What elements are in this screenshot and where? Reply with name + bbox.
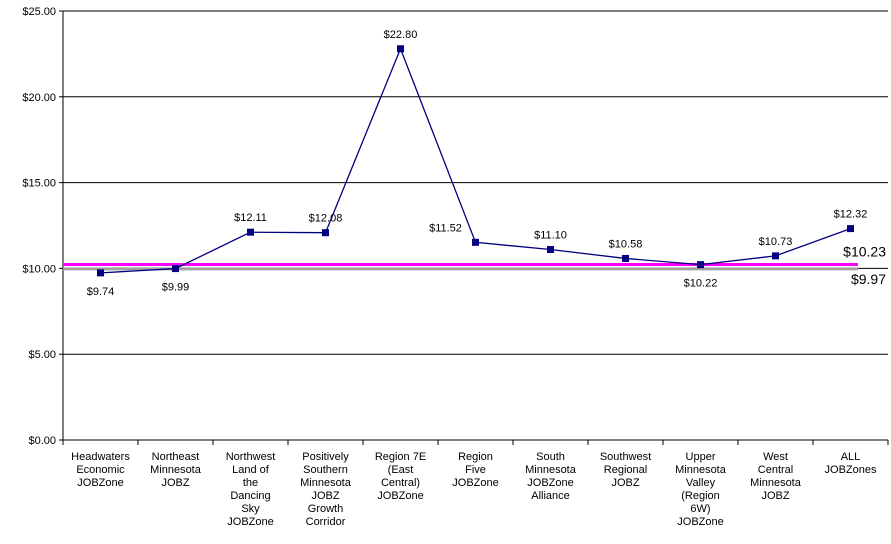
x-category-label: South Minnesota JOBZone Alliance: [525, 451, 577, 502]
y-tick-label: $15.00: [22, 178, 56, 190]
y-axis: $0.00 $5.00 $10.00 $15.00 $20.00 $25.00: [22, 6, 64, 447]
data-point: [772, 252, 779, 260]
data-labels: $10.23 $9.97 $9.74 $9.99 $12.11 $12.08 $22.80 $…: [87, 29, 886, 298]
x-category-label: Headwaters Economic JOBZone: [71, 451, 130, 489]
data-point: [847, 225, 854, 233]
y-tick-label: $25.00: [22, 6, 56, 18]
y-tick-label: $5.00: [28, 349, 56, 361]
x-category-label: Region Five JOBZone: [452, 451, 498, 489]
reference-line-label: $9.97: [851, 271, 886, 287]
data-label: $9.74: [87, 286, 115, 298]
x-category-label: ALL JOBZones: [825, 451, 877, 476]
y-tick-label: $10.00: [22, 263, 56, 275]
x-category-label: Region 7E (East Central) JOBZone: [375, 451, 426, 502]
data-point: [322, 229, 329, 237]
data-point: [547, 246, 554, 254]
reference-line-label: $10.23: [843, 243, 886, 259]
x-category-label: Southwest Regional JOBZ: [600, 451, 651, 489]
data-label: $10.22: [684, 278, 718, 290]
x-category-label: Upper Minnesota Valley (Region 6W) JOBZone: [675, 451, 727, 528]
data-label: $12.11: [234, 212, 267, 224]
data-point: [472, 238, 479, 246]
reference-lines: [63, 262, 858, 271]
y-tick-label: $20.00: [22, 92, 56, 104]
data-point: [247, 228, 254, 236]
data-label: $10.73: [759, 236, 793, 248]
x-category-label: West Central Minnesota JOBZ: [750, 451, 802, 502]
data-label: $9.99: [162, 282, 190, 294]
x-category-label: Northwest Land of the Dancing Sky JOBZone: [226, 451, 276, 528]
series: [97, 45, 854, 277]
data-label: $22.80: [384, 29, 418, 41]
y-tick-label: $0.00: [28, 435, 56, 447]
x-category-label: Northeast Minnesota JOBZ: [150, 451, 202, 489]
data-point: [397, 45, 404, 53]
data-label: $12.32: [834, 209, 868, 221]
data-label: $11.10: [534, 230, 567, 242]
data-point: [697, 261, 704, 269]
data-label: $10.58: [609, 238, 643, 250]
data-label: $12.08: [309, 213, 343, 225]
x-category-label: Positively Southern Minnesota JOBZ Growth Cor…: [300, 451, 352, 528]
x-axis: Headwaters Economic JOBZone Northeast Minnes…: [62, 439, 889, 528]
data-point: [97, 269, 104, 277]
data-point: [172, 265, 179, 273]
data-label: $11.52: [429, 222, 462, 234]
data-point: [622, 254, 629, 262]
gridlines: [63, 10, 888, 355]
